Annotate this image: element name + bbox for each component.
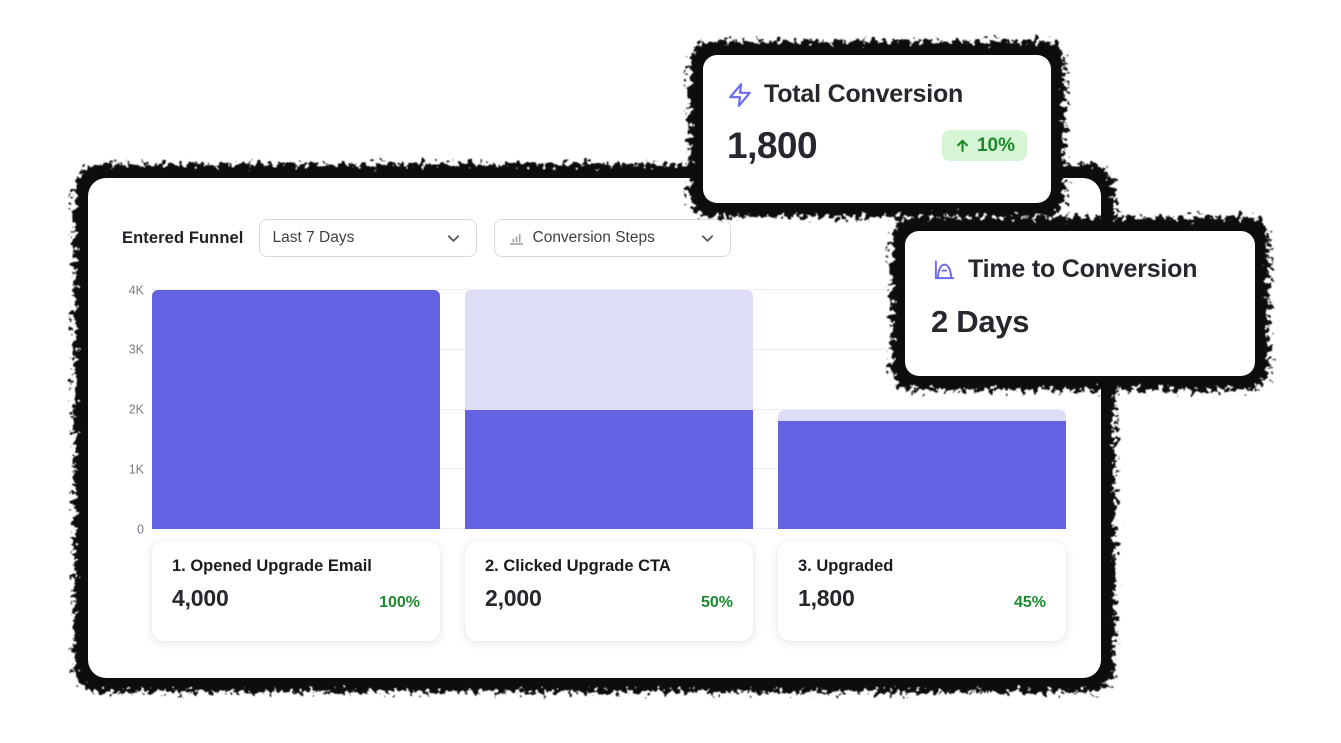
step-label: 1. Opened Upgrade Email	[172, 557, 372, 575]
trend-badge: 10%	[941, 130, 1027, 161]
step-label: 3. Upgraded	[798, 557, 894, 575]
step-label: 2. Clicked Upgrade CTA	[485, 557, 671, 575]
step-bottom-row: 4,000 100%	[172, 585, 420, 612]
y-axis: 4K 3K 2K 1K 0	[122, 284, 152, 535]
date-range-dropdown[interactable]: Last 7 Days	[258, 219, 477, 257]
time-to-conversion-card: Time to Conversion 2 Days	[905, 231, 1255, 376]
view-mode-value: Conversion Steps	[532, 229, 655, 246]
funnel-bar[interactable]	[465, 290, 753, 529]
bar-chart-icon	[508, 230, 525, 247]
y-tick-label: 2K	[128, 402, 144, 417]
bell-curve-icon	[931, 257, 957, 283]
step-value: 4,000	[172, 585, 229, 611]
zap-icon	[727, 82, 753, 108]
bar-completed-segment[interactable]	[152, 290, 440, 529]
trend-badge-text: 10%	[976, 135, 1015, 156]
step-card[interactable]: 1. Opened Upgrade Email 4,000 100%	[152, 541, 440, 641]
view-mode-dropdown[interactable]: Conversion Steps	[493, 219, 731, 257]
bar-completed-segment[interactable]	[778, 421, 1066, 529]
step-bottom-row: 1,800 45%	[798, 585, 1046, 612]
step-percent: 100%	[379, 594, 420, 611]
y-tick-label: 1K	[128, 462, 144, 476]
step-percent: 45%	[1013, 594, 1046, 611]
total-conversion-value: 1,800	[727, 125, 818, 166]
total-conversion-card: Total Conversion 1,800 10%	[703, 55, 1051, 203]
total-conversion-title-row: Total Conversion	[727, 80, 1027, 109]
step-bottom-row: 2,000 50%	[485, 585, 733, 612]
time-to-conversion-label: Time to Conversion	[968, 255, 1198, 283]
step-cards-row: 1. Opened Upgrade Email 4,000 100% 2. Click…	[152, 541, 1066, 641]
total-conversion-label: Total Conversion	[764, 80, 964, 108]
date-range-value: Last 7 Days	[272, 229, 355, 246]
step-percent: 50%	[700, 594, 733, 611]
panel-title: Entered Funnel	[122, 228, 244, 247]
step-card[interactable]: 2. Clicked Upgrade CTA 2,000 50%	[465, 541, 753, 641]
step-card[interactable]: 3. Upgraded 1,800 45%	[778, 541, 1066, 641]
y-tick-label: 3K	[128, 342, 144, 357]
step-value: 2,000	[485, 585, 542, 611]
time-to-conversion-value: 2 Days	[931, 304, 1030, 339]
funnel-bar[interactable]	[152, 290, 440, 529]
y-tick-label: 4K	[128, 282, 144, 297]
chevron-down-icon	[444, 229, 463, 248]
step-value: 1,800	[798, 585, 855, 611]
time-to-conversion-title-row: Time to Conversion	[931, 255, 1229, 284]
chevron-down-icon	[698, 229, 717, 248]
arrow-up-icon	[954, 137, 971, 154]
bar-completed-segment[interactable]	[465, 409, 753, 529]
y-tick-label: 0	[137, 521, 144, 536]
total-conversion-value-row: 1,800 10%	[727, 127, 1027, 164]
